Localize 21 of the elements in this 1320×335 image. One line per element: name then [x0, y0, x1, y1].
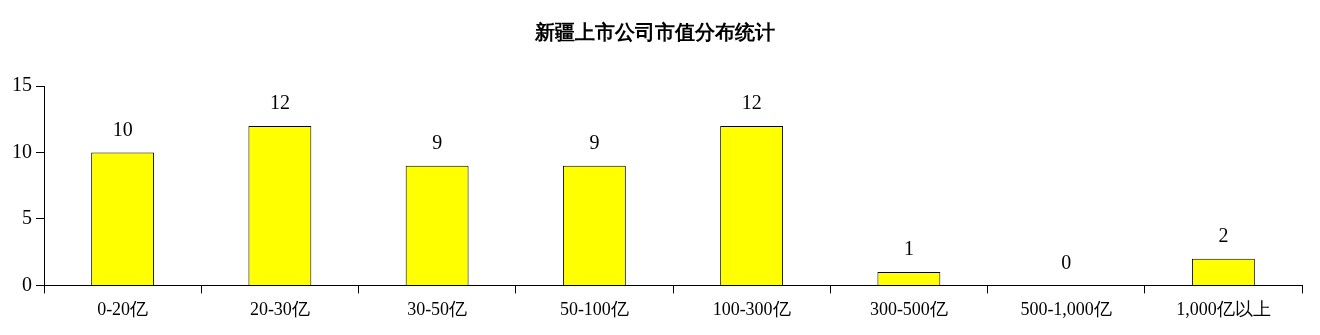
x-tick-label: 100-300亿 — [712, 298, 791, 319]
data-label: 12 — [741, 91, 762, 114]
data-label: 9 — [589, 131, 600, 154]
x-tick-label: 50-100亿 — [559, 298, 629, 319]
x-tick-label: 1,000亿以上 — [1176, 298, 1271, 319]
data-label: 10 — [112, 117, 133, 140]
x-tick-label: 30-50亿 — [407, 298, 468, 319]
y-tick-label: 0 — [22, 272, 32, 295]
data-label: 0 — [1061, 250, 1072, 273]
x-tick-label: 500-1,000亿 — [1020, 298, 1112, 319]
y-tick-label: 10 — [12, 139, 32, 162]
chart-title: 新疆上市公司市值分布统计 — [534, 21, 775, 44]
x-tick-label: 20-30亿 — [249, 298, 310, 319]
x-tick-label: 0-20亿 — [97, 298, 149, 319]
data-label: 2 — [1218, 224, 1229, 247]
data-label: 12 — [269, 91, 290, 114]
data-label: 9 — [432, 131, 443, 154]
y-tick-label: 5 — [22, 206, 32, 229]
data-label: 1 — [903, 237, 914, 260]
x-tick-label: 300-500亿 — [869, 298, 948, 319]
y-tick-label: 15 — [12, 73, 32, 96]
